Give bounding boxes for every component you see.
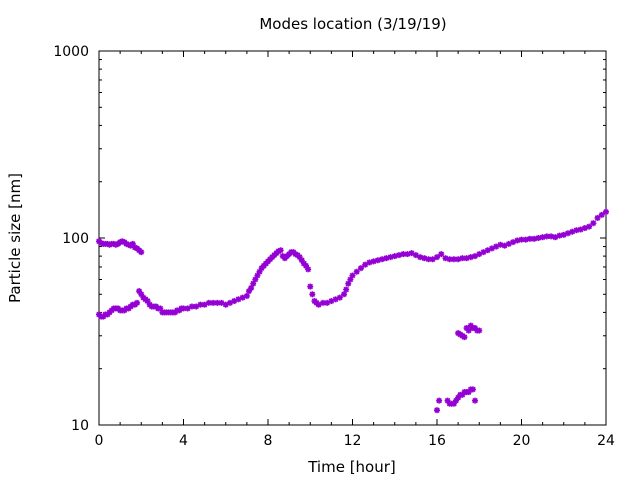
data-point — [248, 285, 255, 292]
data-point — [472, 397, 479, 404]
data-point — [590, 220, 597, 227]
data-point — [476, 327, 483, 334]
data-point — [522, 236, 529, 243]
x-tick-labels: 0 4 8 12 16 20 24 — [95, 433, 615, 449]
data-point — [319, 299, 326, 306]
x-tick-label: 24 — [597, 433, 615, 449]
y-tick-label: 100 — [62, 231, 89, 247]
x-tick-label: 0 — [95, 433, 104, 449]
data-point — [469, 386, 476, 393]
data-point — [243, 292, 250, 299]
data-point — [539, 234, 546, 241]
data-point — [134, 299, 141, 306]
x-tick-label: 8 — [264, 433, 273, 449]
data-point — [277, 247, 284, 254]
data-point — [461, 334, 468, 341]
data-point — [357, 265, 364, 272]
data-point — [526, 235, 533, 242]
data-points — [96, 208, 609, 414]
data-point — [349, 272, 356, 279]
data-point — [341, 291, 348, 298]
data-point — [305, 266, 312, 273]
data-point — [465, 327, 472, 334]
data-point — [336, 294, 343, 301]
axis-ticks — [98, 51, 607, 426]
x-axis-label: Time [hour] — [307, 458, 396, 476]
data-point — [210, 299, 217, 306]
data-point — [434, 407, 440, 414]
y-tick-labels: 10 100 1000 — [53, 44, 89, 434]
chart-title: Modes location (3/19/19) — [259, 15, 446, 33]
data-point — [366, 259, 373, 266]
y-tick-label: 10 — [71, 418, 89, 434]
data-point — [436, 397, 443, 404]
data-point — [434, 254, 440, 261]
data-point — [343, 286, 350, 293]
data-point — [138, 249, 145, 256]
data-point — [594, 214, 601, 221]
x-tick-label: 20 — [513, 433, 531, 449]
data-point — [298, 257, 305, 264]
data-point — [309, 291, 316, 298]
data-point — [598, 211, 605, 218]
data-point — [586, 223, 593, 230]
data-point — [307, 283, 314, 290]
x-tick-label: 4 — [179, 433, 188, 449]
y-axis-label: Particle size [nm] — [6, 173, 24, 303]
x-tick-label: 12 — [344, 433, 362, 449]
y-tick-label: 1000 — [53, 44, 89, 60]
data-point — [438, 251, 445, 258]
x-tick-label: 16 — [428, 433, 446, 449]
data-point — [353, 268, 360, 275]
data-point — [603, 208, 609, 215]
data-point — [450, 256, 457, 263]
data-point — [387, 254, 394, 261]
data-point — [514, 237, 521, 244]
